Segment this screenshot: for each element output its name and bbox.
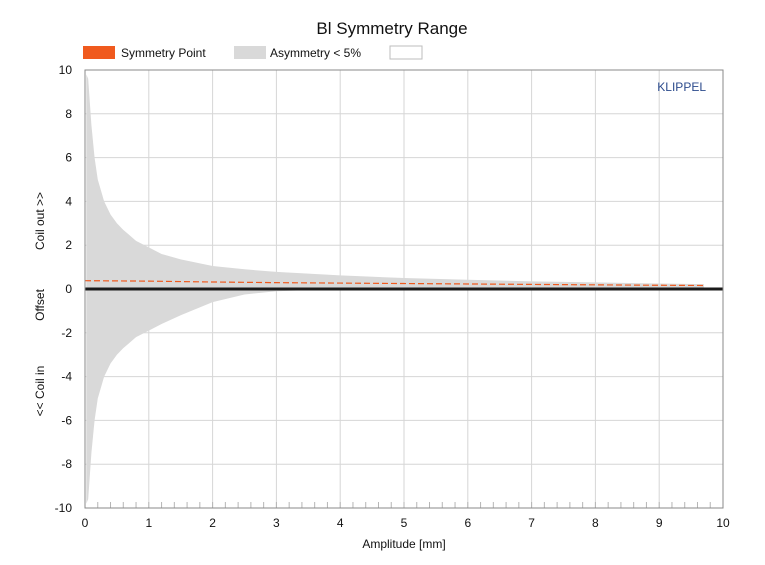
x-tick-label-0: 0 [82,516,89,530]
y-tick-label-5: 0 [65,282,72,296]
symmetry-point-series [84,280,704,287]
x-tick-label-8: 8 [592,516,599,530]
x-tick-label-2: 2 [209,516,216,530]
x-tick-label-1: 1 [145,516,152,530]
x-axis-label: Amplitude [mm] [362,537,445,551]
plot-area [84,69,724,509]
y-axis-label-middle: Offset [33,288,47,320]
y-tick-label-6: -2 [61,326,72,340]
y-tick-label-7: -4 [61,370,72,384]
chart-title: Bl Symmetry Range [316,19,467,38]
y-tick-label-2: 6 [65,151,72,165]
y-tick-label-1: 8 [65,107,72,121]
y-tick-label-10: -10 [55,501,73,515]
legend-swatch-0 [83,46,115,59]
y-tick-label-3: 4 [65,194,72,208]
legend-swatch-2 [389,45,423,60]
x-tick-label-4: 4 [337,516,344,530]
x-tick-label-5: 5 [401,516,408,530]
brand-label: KLIPPEL [657,80,706,94]
x-tick-label-10: 10 [716,516,730,530]
plot-border [84,69,724,509]
y-tick-labels: 10 8 6 4 2 0 -2 -4 -6 -8 -10 [55,63,73,515]
y-axis-label-lower: << Coil in [33,366,47,417]
x-tick-label-3: 3 [273,516,280,530]
minor-ticks [97,502,711,508]
x-tick-label-9: 9 [656,516,663,530]
y-tick-label-0: 10 [59,63,73,77]
y-tick-label-8: -6 [61,413,72,427]
x-tick-labels: 0 1 2 3 4 5 6 7 8 9 10 [82,516,730,530]
y-tick-label-4: 2 [65,238,72,252]
x-tick-label-7: 7 [528,516,535,530]
x-tick-label-6: 6 [464,516,471,530]
legend: Symmetry Point Asymmetry < 5% [83,45,423,60]
symmetry-point-line [84,280,704,287]
legend-label-1: Asymmetry < 5% [270,46,361,60]
legend-swatch-1 [234,46,266,59]
legend-label-0: Symmetry Point [121,46,206,60]
y-axis-label-upper: Coil out >> [33,192,47,250]
y-tick-label-9: -8 [61,457,72,471]
